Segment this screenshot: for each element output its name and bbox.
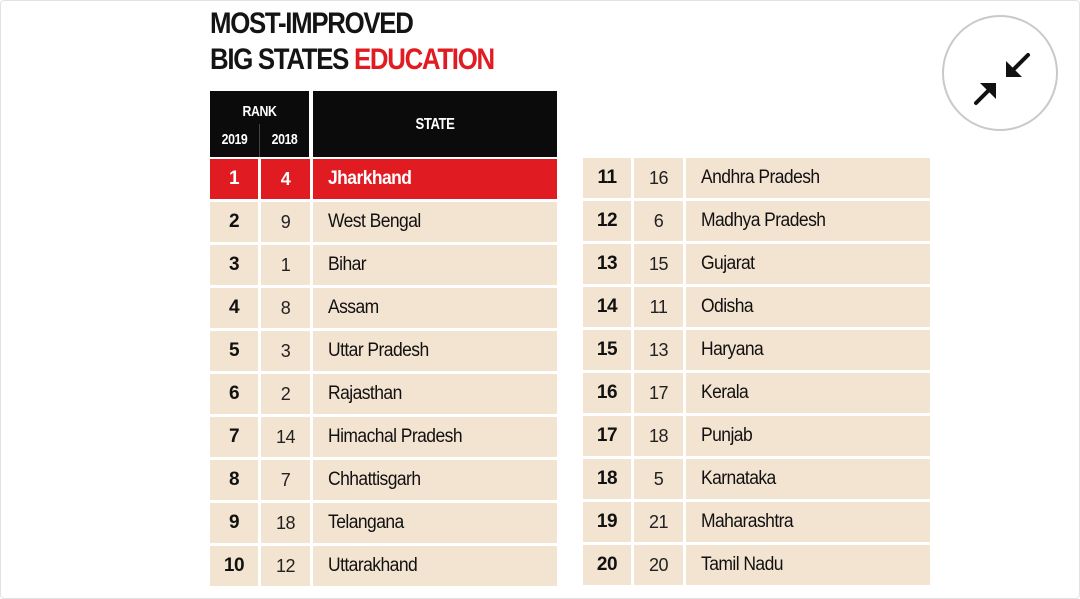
state-cell: Punjab [686, 416, 930, 456]
rank-2018-cell: 16 [634, 158, 683, 198]
rank-2018-cell: 8 [261, 288, 310, 328]
rank-2019-cell: 8 [210, 460, 258, 500]
table-row: 9 18 Telangana [210, 503, 557, 543]
state-cell: Kerala [686, 373, 930, 413]
rank-2019-cell: 15 [583, 330, 631, 370]
rank-2018-cell: 1 [261, 245, 310, 285]
rank-2018-cell: 13 [634, 330, 683, 370]
rank-header-label: RANK [242, 103, 277, 120]
rank-2019-cell: 19 [583, 502, 631, 542]
state-cell: Assam [313, 288, 557, 328]
collapse-button[interactable] [942, 15, 1058, 131]
table-row: 15 13 Haryana [583, 330, 930, 370]
rank-2018-cell: 14 [261, 417, 310, 457]
state-cell: Bihar [313, 245, 557, 285]
table-row: 16 17 Kerala [583, 373, 930, 413]
table-row: 2 9 West Bengal [210, 202, 557, 242]
table-row: 7 14 Himachal Pradesh [210, 417, 557, 457]
state-cell: Uttar Pradesh [313, 331, 557, 371]
table-row: 13 15 Gujarat [583, 244, 930, 284]
state-cell: Karnataka [686, 459, 930, 499]
rank-2019-cell: 11 [583, 158, 631, 198]
table-row: 3 1 Bihar [210, 245, 557, 285]
state-cell: Haryana [686, 330, 930, 370]
rank-2018-cell: 17 [634, 373, 683, 413]
state-cell: Rajasthan [313, 374, 557, 414]
rank-2018-cell: 18 [634, 416, 683, 456]
table-row: 18 5 Karnataka [583, 459, 930, 499]
state-cell: Jharkhand [313, 159, 557, 199]
title-line1: MOST-IMPROVED [210, 7, 414, 40]
ranking-table-left: 1 4 Jharkhand 2 9 West Bengal 3 1 Bihar … [210, 159, 557, 589]
rank-2019-cell: 10 [210, 546, 258, 586]
state-cell: Maharashtra [686, 502, 930, 542]
rank-2019-cell: 14 [583, 287, 631, 327]
rank-2018-cell: 9 [261, 202, 310, 242]
table-row: 5 3 Uttar Pradesh [210, 331, 557, 371]
state-cell: Chhattisgarh [313, 460, 557, 500]
rank-2019-cell: 6 [210, 374, 258, 414]
rank-2019-cell: 3 [210, 245, 258, 285]
rank-2019-cell: 12 [583, 201, 631, 241]
state-cell: Odisha [686, 287, 930, 327]
state-header: STATE [313, 91, 557, 157]
rank-2019-cell: 5 [210, 331, 258, 371]
rank-2018-cell: 15 [634, 244, 683, 284]
rank-2018-cell: 5 [634, 459, 683, 499]
table-row: 1 4 Jharkhand [210, 159, 557, 199]
rank-2018-cell: 18 [261, 503, 310, 543]
state-cell: Telangana [313, 503, 557, 543]
rank-2019-cell: 7 [210, 417, 258, 457]
rank-2018-cell: 7 [261, 460, 310, 500]
collapse-arrows-icon [974, 53, 1030, 105]
rank-2018-cell: 20 [634, 545, 683, 585]
rank-2018-cell: 2 [261, 374, 310, 414]
year-2018-header: 2018 [271, 131, 298, 148]
rank-2018-cell: 6 [634, 201, 683, 241]
title-line2-accent: EDUCATION [353, 43, 495, 76]
rank-2018-cell: 11 [634, 287, 683, 327]
rank-2019-cell: 13 [583, 244, 631, 284]
table-row: 4 8 Assam [210, 288, 557, 328]
table-row: 12 6 Madhya Pradesh [583, 201, 930, 241]
state-header-label: STATE [415, 116, 455, 133]
rank-2019-cell: 4 [210, 288, 258, 328]
table-row: 11 16 Andhra Pradesh [583, 158, 930, 198]
table-row: 14 11 Odisha [583, 287, 930, 327]
ranking-table-right: 11 16 Andhra Pradesh 12 6 Madhya Pradesh… [583, 158, 930, 588]
rank-2018-cell: 21 [634, 502, 683, 542]
year-divider [259, 124, 260, 157]
rank-2019-cell: 16 [583, 373, 631, 413]
rank-2019-cell: 9 [210, 503, 258, 543]
table-row: 6 2 Rajasthan [210, 374, 557, 414]
rank-2019-cell: 18 [583, 459, 631, 499]
year-2019-header: 2019 [221, 131, 248, 148]
table-row: 10 12 Uttarakhand [210, 546, 557, 586]
rank-2019-cell: 2 [210, 202, 258, 242]
state-cell: West Bengal [313, 202, 557, 242]
title-line2-prefix: BIG STATES [210, 43, 354, 76]
state-cell: Andhra Pradesh [686, 158, 930, 198]
state-cell: Tamil Nadu [686, 545, 930, 585]
state-cell: Madhya Pradesh [686, 201, 930, 241]
table-row: 20 20 Tamil Nadu [583, 545, 930, 585]
table-row: 17 18 Punjab [583, 416, 930, 456]
state-cell: Gujarat [686, 244, 930, 284]
rank-2019-cell: 20 [583, 545, 631, 585]
page-title: MOST-IMPROVED BIG STATES EDUCATION [210, 6, 495, 78]
rank-2018-cell: 3 [261, 331, 310, 371]
table-row: 8 7 Chhattisgarh [210, 460, 557, 500]
rank-2018-cell: 4 [261, 159, 310, 199]
state-cell: Uttarakhand [313, 546, 557, 586]
rank-2018-cell: 12 [261, 546, 310, 586]
state-cell: Himachal Pradesh [313, 417, 557, 457]
table-row: 19 21 Maharashtra [583, 502, 930, 542]
rank-2019-cell: 1 [210, 159, 258, 199]
rank-2019-cell: 17 [583, 416, 631, 456]
